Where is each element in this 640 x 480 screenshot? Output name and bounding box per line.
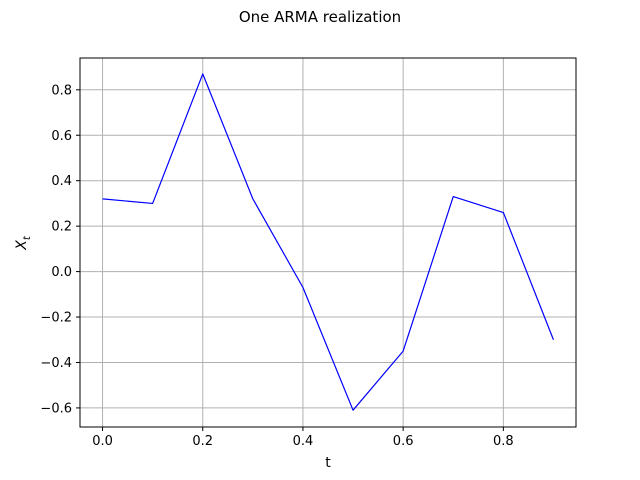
plot-area-frame: [79, 57, 577, 428]
x-axis-ticks: 0.0 0.2 0.4 0.6 0.8: [92, 427, 514, 449]
y-tick-label: −0.4: [40, 356, 72, 371]
y-tick-label: 0.4: [51, 174, 72, 189]
y-tick-label: 0.2: [51, 220, 72, 235]
series-layer: [102, 73, 555, 411]
y-axis-label-subscript: t: [22, 235, 33, 240]
y-tick-label: 0.0: [51, 265, 72, 280]
y-tick-label: −0.6: [40, 401, 72, 416]
x-tick-label: 0.0: [92, 434, 113, 449]
chart-title: One ARMA realization: [239, 8, 401, 26]
x-tick-label: 0.6: [393, 434, 414, 449]
x-tick-label: 0.4: [293, 434, 314, 449]
x-tick-label: 0.8: [493, 434, 514, 449]
y-tick-label: 0.6: [51, 129, 72, 144]
y-axis-label: Xt: [14, 235, 33, 251]
x-axis-label: t: [325, 455, 331, 471]
y-axis-ticks: −0.6 −0.4 −0.2 0.0 0.2 0.4 0.6 0.8: [40, 83, 80, 416]
x-tick-label: 0.2: [192, 434, 213, 449]
y-tick-label: −0.2: [40, 311, 72, 326]
y-axis-label-base: X: [14, 240, 30, 251]
series-line: [102, 73, 555, 411]
grid-lines: [80, 58, 576, 427]
y-tick-label: 0.8: [51, 83, 72, 98]
